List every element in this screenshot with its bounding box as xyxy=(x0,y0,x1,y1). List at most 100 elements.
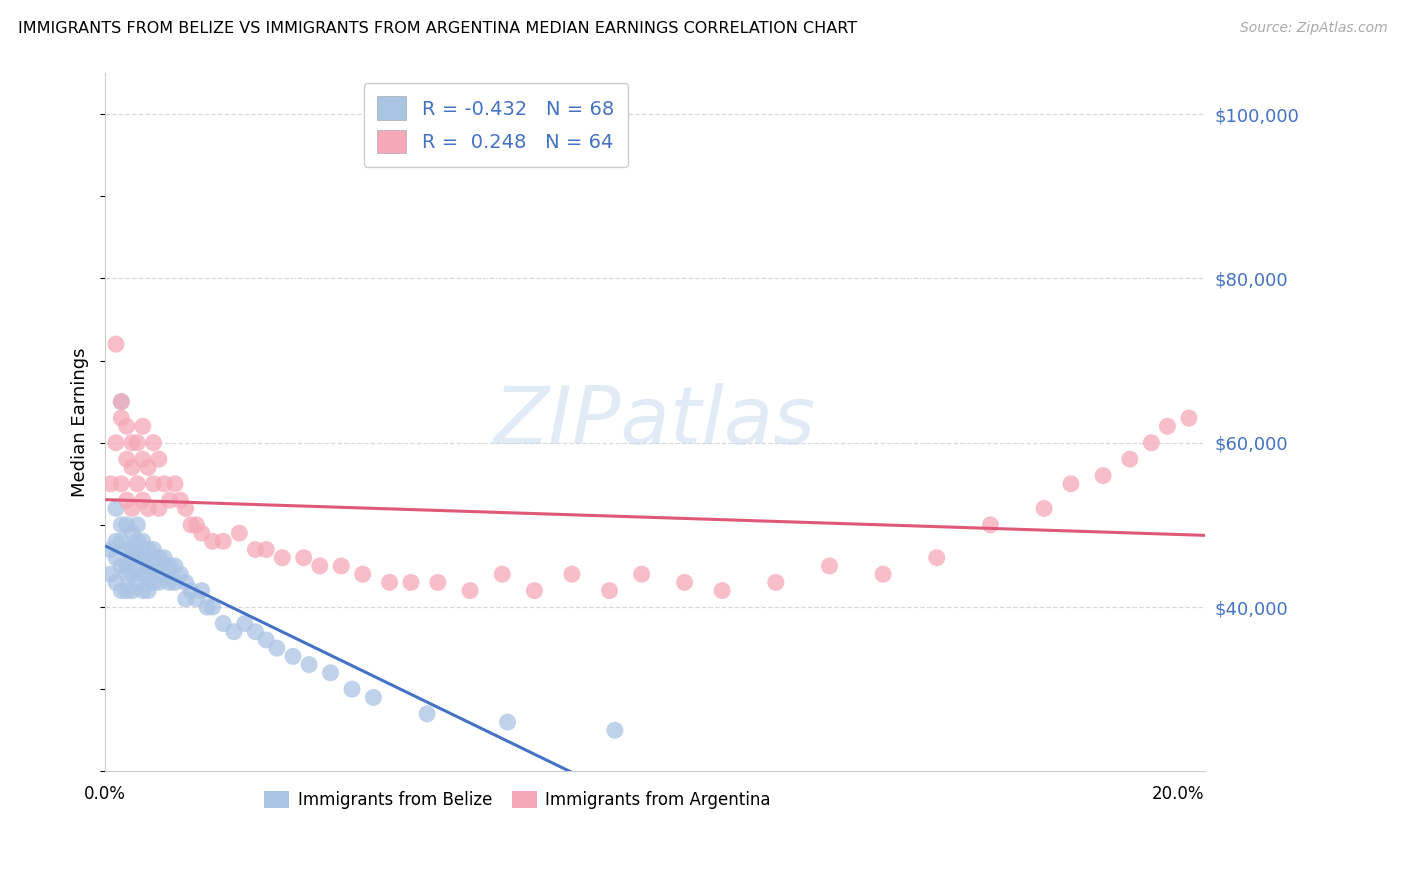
Point xyxy=(233,616,256,631)
Point xyxy=(281,649,304,664)
Point xyxy=(121,460,143,475)
Point xyxy=(148,550,170,565)
Point xyxy=(100,476,122,491)
Legend: Immigrants from Belize, Immigrants from Argentina: Immigrants from Belize, Immigrants from … xyxy=(257,784,778,815)
Point xyxy=(352,567,374,582)
Point xyxy=(127,558,149,573)
Point xyxy=(115,542,138,557)
Point xyxy=(458,583,481,598)
Point xyxy=(104,575,127,590)
Text: ZIPatlas: ZIPatlas xyxy=(494,384,815,461)
Point xyxy=(159,575,181,590)
Point xyxy=(180,583,202,598)
Point xyxy=(222,624,245,639)
Point xyxy=(110,394,132,409)
Point xyxy=(426,575,449,590)
Point xyxy=(132,534,155,549)
Point xyxy=(136,567,159,582)
Point xyxy=(142,542,165,557)
Point xyxy=(496,715,519,730)
Point xyxy=(340,682,363,697)
Point xyxy=(136,501,159,516)
Point xyxy=(100,567,122,582)
Point xyxy=(163,575,186,590)
Text: Source: ZipAtlas.com: Source: ZipAtlas.com xyxy=(1240,21,1388,35)
Point xyxy=(115,567,138,582)
Point xyxy=(132,493,155,508)
Point xyxy=(254,542,277,557)
Point xyxy=(1178,411,1201,425)
Point xyxy=(308,558,330,573)
Point xyxy=(127,435,149,450)
Point xyxy=(159,558,181,573)
Point xyxy=(115,517,138,532)
Point xyxy=(169,493,191,508)
Point xyxy=(110,411,132,425)
Point xyxy=(174,575,197,590)
Point xyxy=(148,452,170,467)
Point xyxy=(121,567,143,582)
Point xyxy=(142,575,165,590)
Point xyxy=(153,567,176,582)
Point xyxy=(110,534,132,549)
Point xyxy=(132,567,155,582)
Point xyxy=(1033,501,1056,516)
Point xyxy=(228,526,250,541)
Point xyxy=(115,419,138,434)
Point xyxy=(180,517,202,532)
Point xyxy=(153,476,176,491)
Point xyxy=(110,583,132,598)
Point xyxy=(136,583,159,598)
Point xyxy=(148,575,170,590)
Point xyxy=(399,575,422,590)
Point xyxy=(110,394,132,409)
Point xyxy=(153,550,176,565)
Point xyxy=(872,567,894,582)
Point xyxy=(212,534,235,549)
Point xyxy=(673,575,696,590)
Point xyxy=(191,526,214,541)
Point xyxy=(132,452,155,467)
Point xyxy=(491,567,513,582)
Point xyxy=(163,476,186,491)
Point xyxy=(104,550,127,565)
Point xyxy=(1060,476,1083,491)
Point xyxy=(169,567,191,582)
Point xyxy=(212,616,235,631)
Point xyxy=(561,567,583,582)
Point xyxy=(711,583,734,598)
Point xyxy=(330,558,353,573)
Point xyxy=(115,558,138,573)
Point xyxy=(363,690,385,705)
Point xyxy=(142,558,165,573)
Point xyxy=(121,435,143,450)
Point xyxy=(132,419,155,434)
Point xyxy=(599,583,621,598)
Point xyxy=(1140,435,1163,450)
Point xyxy=(630,567,652,582)
Point xyxy=(191,583,214,598)
Point xyxy=(201,600,224,615)
Point xyxy=(142,435,165,450)
Point xyxy=(127,517,149,532)
Point xyxy=(254,632,277,647)
Point xyxy=(121,526,143,541)
Point xyxy=(136,542,159,557)
Point xyxy=(121,501,143,516)
Point xyxy=(298,657,321,672)
Point xyxy=(1119,452,1142,467)
Point xyxy=(818,558,841,573)
Point xyxy=(765,575,787,590)
Point xyxy=(127,575,149,590)
Text: IMMIGRANTS FROM BELIZE VS IMMIGRANTS FROM ARGENTINA MEDIAN EARNINGS CORRELATION : IMMIGRANTS FROM BELIZE VS IMMIGRANTS FRO… xyxy=(18,21,858,36)
Point xyxy=(523,583,546,598)
Y-axis label: Median Earnings: Median Earnings xyxy=(72,347,89,497)
Point xyxy=(266,641,288,656)
Point xyxy=(925,550,948,565)
Point xyxy=(174,501,197,516)
Point xyxy=(115,583,138,598)
Point xyxy=(136,558,159,573)
Point xyxy=(245,542,267,557)
Point xyxy=(271,550,294,565)
Point xyxy=(979,517,1001,532)
